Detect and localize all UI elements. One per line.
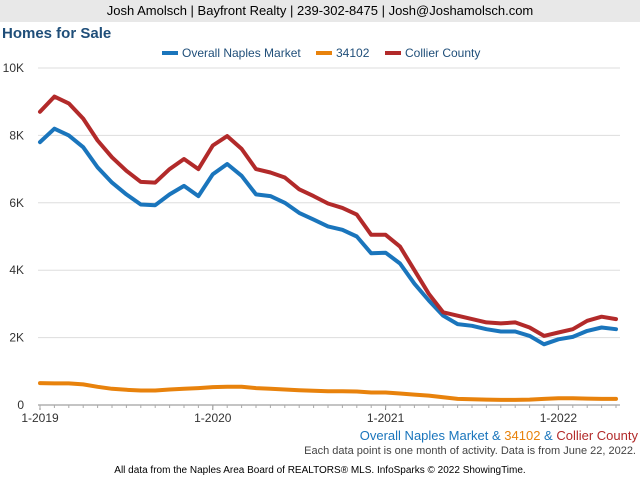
chart-series [38, 94, 618, 402]
y-tick-label: 0 [17, 398, 24, 412]
chart-title: Homes for Sale [2, 25, 112, 42]
x-tick-label: 1-2022 [540, 411, 578, 425]
series-footer-naples: Overall Naples Market [359, 428, 489, 443]
x-axis: 1-2019 1-2020 1-2021 1-2022 [21, 405, 617, 425]
data-note: Each data point is one month of activity… [304, 445, 636, 457]
legend-label: Overall Naples Market [182, 46, 301, 60]
chart-grid [38, 67, 620, 406]
y-tick-label: 4K [9, 263, 24, 277]
series-line-collier-county [38, 94, 618, 338]
x-tick-label: 1-2019 [21, 411, 59, 425]
x-tick-label: 1-2020 [194, 411, 232, 425]
contact-header: Josh Amolsch | Bayfront Realty | 239-302… [0, 0, 640, 22]
series-footer-legend: Overall Naples Market & 34102 & Collier … [360, 428, 638, 443]
x-tick-label: 1-2021 [367, 411, 405, 425]
legend-label: 34102 [336, 46, 370, 60]
chart-legend: Overall Naples Market 34102 Collier County [162, 46, 480, 60]
series-footer-amp: & [488, 428, 505, 443]
series-footer-34102: 34102 [504, 428, 541, 443]
y-tick-label: 10K [3, 61, 24, 75]
series-line-34102 [38, 381, 618, 402]
legend-label: Collier County [405, 46, 480, 60]
y-tick-label: 8K [9, 128, 24, 142]
series-footer-collier: Collier County [556, 428, 638, 443]
y-tick-label: 2K [9, 331, 24, 345]
series-footer-amp: & [540, 428, 557, 443]
y-tick-label: 6K [9, 196, 24, 210]
series-line-overall-naples-market [38, 126, 618, 347]
source-footer: All data from the Naples Area Board of R… [114, 465, 526, 476]
y-axis: 0 2K 4K 6K 8K 10K [3, 61, 25, 412]
